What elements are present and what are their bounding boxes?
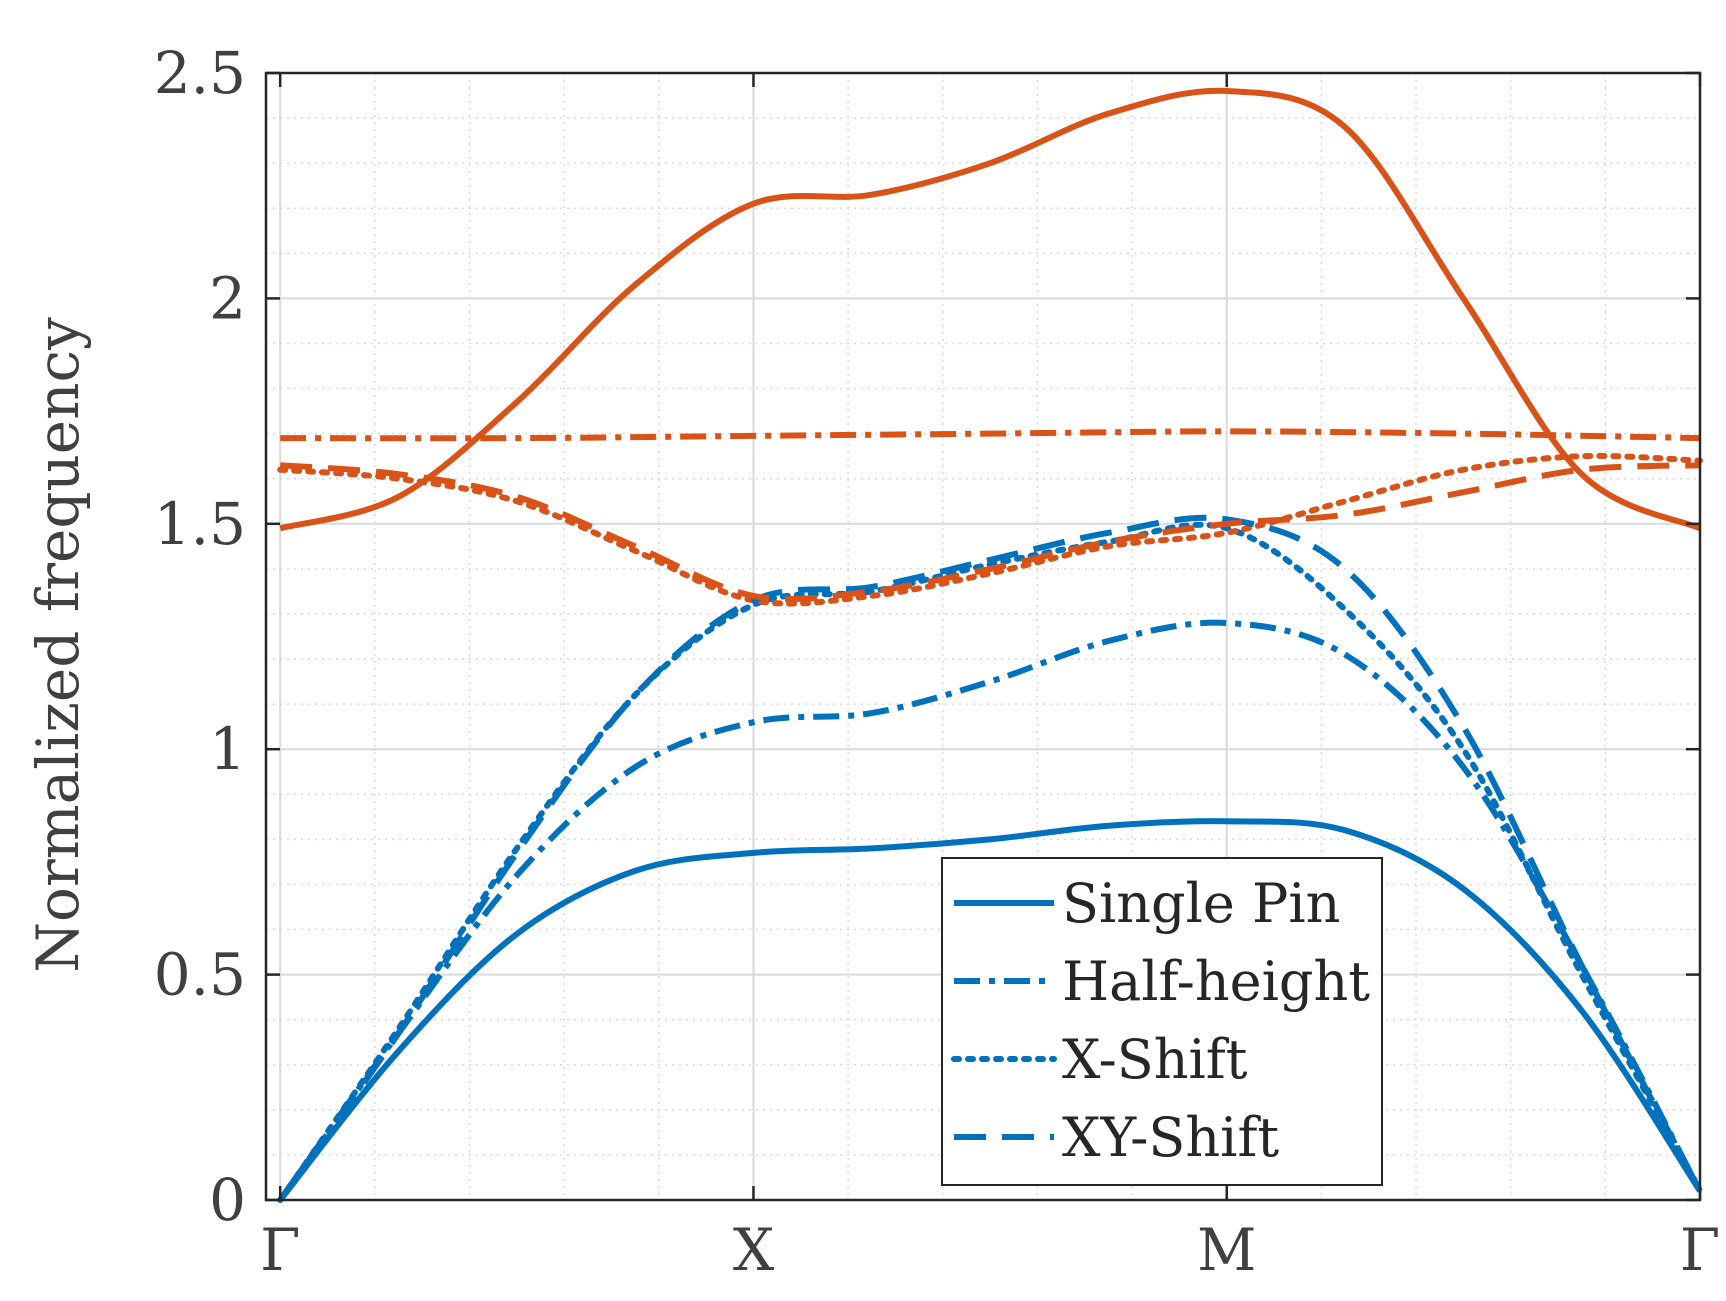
y-tick-label: 2 (209, 264, 246, 332)
series-layer (277, 87, 1703, 1203)
series-line (279, 462, 1701, 603)
y-tick-label: 1 (209, 715, 246, 783)
tick-layer: 0 0.5 1 1.5 2 2.5 Γ X M Γ (154, 39, 1720, 1284)
legend-label: XY-Shift (1062, 1106, 1279, 1169)
x-tick-label: X (733, 1216, 775, 1284)
y-tick-label: 0.5 (154, 941, 246, 1009)
series-line (277, 818, 1703, 1202)
series-line (277, 619, 1703, 1202)
series-line (277, 514, 1703, 1202)
y-tick-label: 2.5 (154, 39, 246, 107)
y-tick-label: 1.5 (154, 490, 246, 558)
legend-label: Half-height (1062, 950, 1370, 1013)
x-tick-label: Γ (1680, 1216, 1720, 1284)
axes-layer (264, 71, 1702, 1202)
legend: Single Pin Half-height X-Shift XY-Shift (941, 857, 1383, 1186)
y-axis-label: Normalized frequency (24, 317, 92, 973)
series-line (279, 87, 1702, 532)
axes-box (264, 71, 1702, 1202)
legend-box (941, 857, 1383, 1186)
x-tick-label: Γ (260, 1216, 300, 1284)
series-line (277, 452, 1703, 607)
legend-label: Single Pin (1062, 872, 1340, 935)
series-line (280, 428, 1701, 442)
y-tick-label: 0 (209, 1166, 246, 1234)
legend-label: X-Shift (1062, 1028, 1248, 1091)
x-tick-label: M (1197, 1216, 1256, 1284)
